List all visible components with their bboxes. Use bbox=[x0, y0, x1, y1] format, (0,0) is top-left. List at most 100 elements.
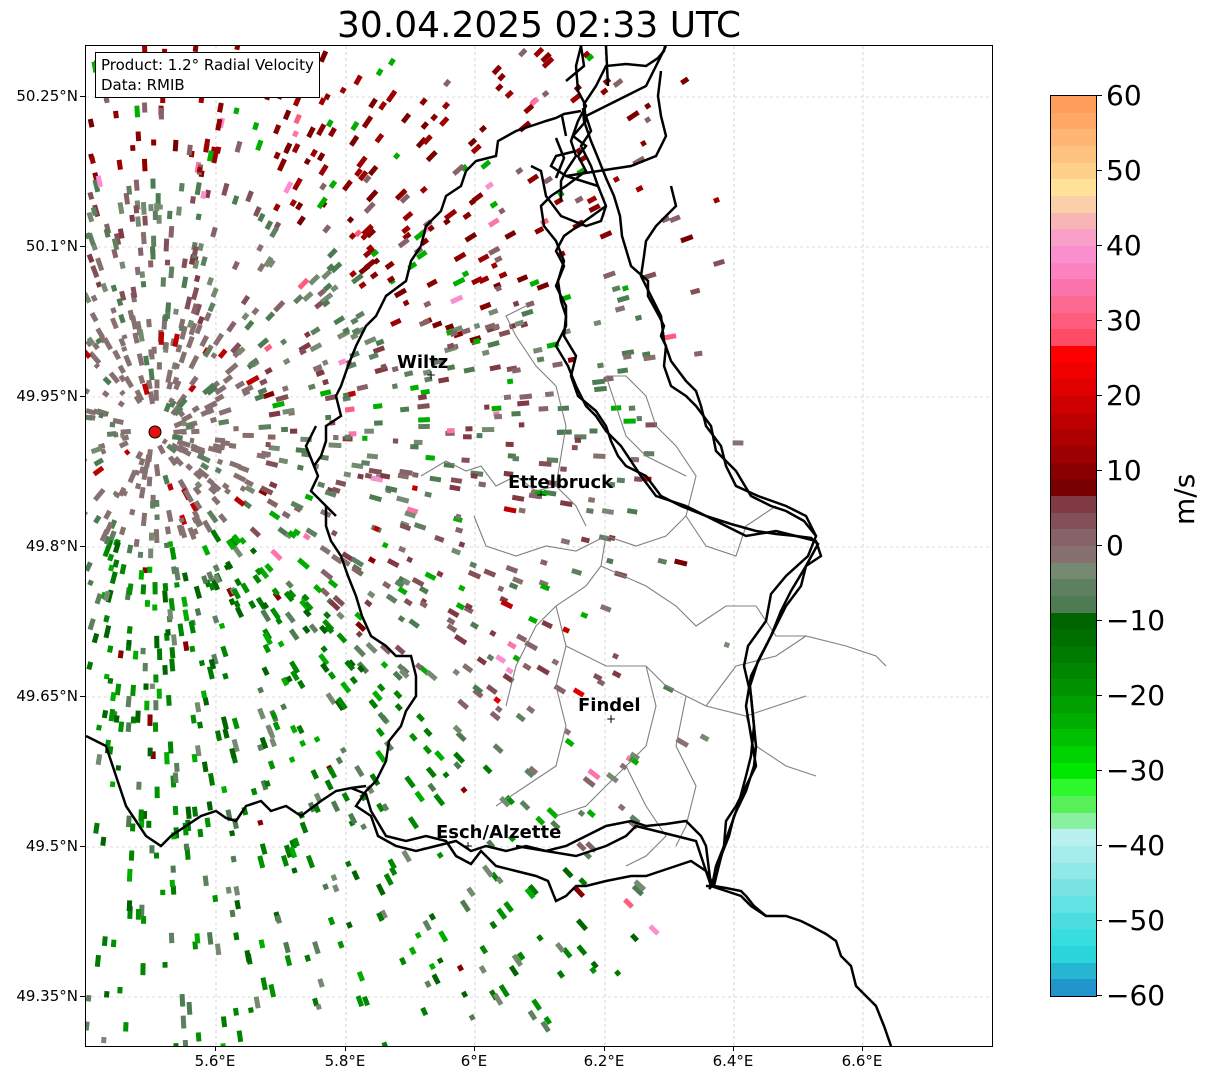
velocity-echo bbox=[265, 724, 274, 735]
velocity-echo bbox=[152, 210, 158, 221]
velocity-echo bbox=[210, 226, 218, 238]
velocity-echo bbox=[188, 322, 198, 336]
velocity-echo bbox=[455, 513, 462, 520]
velocity-echo bbox=[102, 376, 112, 386]
velocity-echo bbox=[310, 326, 321, 336]
velocity-echo bbox=[162, 341, 169, 350]
colorbar-segment bbox=[1051, 229, 1096, 247]
velocity-echo bbox=[210, 352, 218, 360]
velocity-echo bbox=[451, 547, 462, 556]
velocity-echo bbox=[102, 543, 112, 558]
velocity-echo bbox=[119, 563, 127, 575]
velocity-echo bbox=[450, 477, 463, 484]
velocity-echo bbox=[119, 389, 126, 397]
lon-tick bbox=[474, 1046, 475, 1051]
velocity-echo bbox=[373, 525, 381, 533]
velocity-echo bbox=[439, 116, 450, 127]
velocity-echo bbox=[360, 233, 368, 241]
velocity-echo bbox=[412, 472, 419, 478]
velocity-echo bbox=[416, 249, 428, 260]
colorbar-segment bbox=[1051, 929, 1096, 947]
colorbar-tick bbox=[1096, 620, 1102, 621]
velocity-echo bbox=[357, 170, 369, 182]
velocity-echo bbox=[136, 781, 142, 790]
velocity-echo bbox=[194, 323, 203, 335]
velocity-echo bbox=[322, 224, 332, 234]
velocity-echo bbox=[392, 670, 403, 681]
radar-map[interactable]: + + + + Wiltz Ettelbruck Findel Esch/Alzett… bbox=[85, 45, 993, 1047]
velocity-echo bbox=[712, 196, 721, 204]
velocity-echo bbox=[353, 74, 363, 86]
velocity-echo bbox=[511, 411, 521, 417]
velocity-echo bbox=[182, 488, 194, 503]
velocity-echo bbox=[599, 230, 613, 240]
velocity-echo bbox=[193, 470, 203, 480]
velocity-echo bbox=[376, 683, 386, 692]
velocity-echo bbox=[479, 944, 489, 955]
velocity-echo bbox=[601, 508, 615, 515]
velocity-echo bbox=[351, 462, 364, 470]
colorbar-segment bbox=[1051, 596, 1096, 614]
velocity-echo bbox=[443, 217, 451, 226]
velocity-echo bbox=[490, 262, 498, 269]
velocity-echo bbox=[248, 357, 260, 368]
velocity-echo bbox=[330, 284, 339, 293]
velocity-echo bbox=[166, 509, 174, 523]
velocity-echo bbox=[152, 722, 159, 732]
velocity-echo bbox=[126, 583, 134, 596]
velocity-echo bbox=[158, 107, 165, 120]
city-marker-icon: + bbox=[463, 839, 473, 853]
velocity-echo bbox=[154, 635, 160, 649]
velocity-echo bbox=[599, 604, 612, 613]
velocity-echo bbox=[304, 954, 311, 962]
velocity-echo bbox=[194, 182, 202, 196]
velocity-echo bbox=[523, 103, 535, 115]
velocity-echo bbox=[560, 466, 567, 472]
velocity-echo bbox=[491, 64, 502, 76]
velocity-echo bbox=[427, 782, 437, 793]
velocity-echo bbox=[123, 375, 134, 389]
velocity-echo bbox=[453, 751, 466, 764]
velocity-echo bbox=[506, 378, 514, 385]
velocity-echo bbox=[281, 426, 288, 433]
velocity-echo bbox=[344, 406, 355, 413]
velocity-echo bbox=[190, 303, 199, 315]
velocity-echo bbox=[270, 711, 278, 720]
velocity-echo bbox=[324, 624, 335, 635]
velocity-echo bbox=[283, 181, 294, 194]
velocity-echo bbox=[253, 996, 261, 1009]
velocity-echo bbox=[419, 185, 428, 194]
velocity-echo bbox=[323, 93, 331, 101]
velocity-echo bbox=[141, 466, 149, 481]
velocity-echo bbox=[364, 472, 372, 479]
colorbar-segment bbox=[1051, 412, 1096, 431]
velocity-echo bbox=[218, 418, 230, 426]
velocity-echo bbox=[623, 418, 636, 424]
velocity-echo bbox=[546, 457, 559, 463]
velocity-echo bbox=[157, 204, 163, 210]
velocity-echo bbox=[472, 684, 484, 695]
velocity-echo bbox=[612, 78, 624, 88]
velocity-echo bbox=[234, 577, 242, 587]
velocity-echo bbox=[585, 53, 595, 62]
velocity-echo bbox=[631, 884, 644, 897]
velocity-echo bbox=[233, 932, 240, 941]
velocity-echo bbox=[424, 980, 432, 989]
velocity-echo bbox=[369, 773, 381, 787]
velocity-echo bbox=[264, 220, 274, 231]
velocity-echo bbox=[192, 485, 202, 496]
velocity-echo bbox=[283, 590, 295, 603]
velocity-echo bbox=[173, 379, 182, 391]
colorbar-segment bbox=[1051, 312, 1096, 331]
velocity-echo bbox=[449, 294, 464, 305]
velocity-echo bbox=[162, 664, 168, 675]
velocity-echo bbox=[461, 457, 470, 464]
velocity-echo bbox=[478, 275, 490, 285]
velocity-echo bbox=[303, 601, 314, 612]
velocity-echo bbox=[108, 708, 116, 722]
velocity-echo bbox=[283, 844, 293, 859]
velocity-echo bbox=[363, 201, 376, 214]
velocity-echo bbox=[111, 238, 120, 251]
velocity-echo bbox=[194, 933, 201, 944]
velocity-echo bbox=[366, 189, 379, 203]
